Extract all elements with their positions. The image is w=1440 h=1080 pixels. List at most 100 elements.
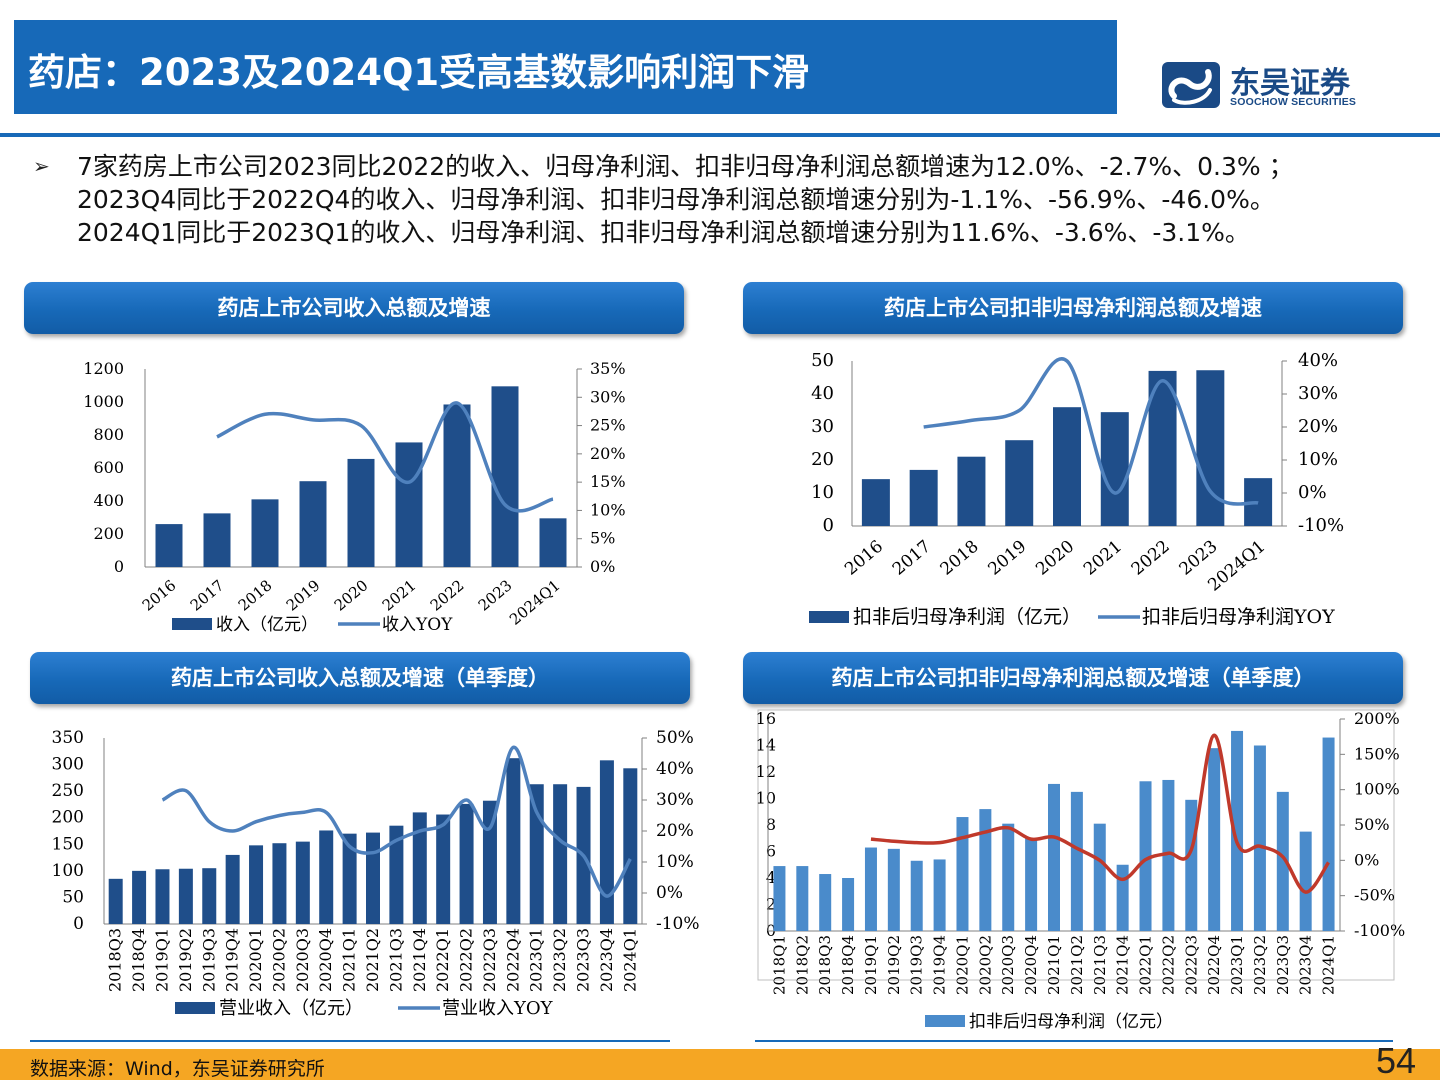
profit-quarterly-x-tick: 2019Q4 [931,935,949,995]
rev-annual-y-left-tick: 0 [114,557,124,576]
rev-quarterly-y-left-tick: 50 [62,887,84,907]
rev-annual-yoy-line [216,401,554,513]
rev-annual-y-right-tick: 15% [590,472,626,491]
rev-annual-y-right-tick: 5% [590,529,615,548]
profit-quarterly-bar [1048,783,1060,931]
profit-quarterly-bar [956,817,969,931]
rev-annual-x-tick: 2021 [379,576,420,614]
rev-annual-bar [203,513,231,567]
panel-title-annual-profit: 药店上市公司扣非归母净利润总额及增速 [743,282,1403,334]
profit-quarterly-x-tick: 2022Q1 [1137,935,1155,995]
profit-quarterly-y-right-tick: 0% [1354,850,1379,869]
profit-quarterly-x-tick: 2021Q4 [1114,935,1132,995]
profit-annual-x-tick: 2022 [1128,537,1174,580]
profit-quarterly-y-left-tick: 8 [766,815,776,834]
rev-quarterly-bar [506,758,521,924]
profit-quarterly-x-tick: 2022Q2 [1159,935,1177,995]
rev-quarterly-x-tick: 2021Q1 [340,928,359,992]
rev-quarterly-x-tick: 2021Q3 [386,928,405,992]
rev-annual-x-tick: 2019 [283,576,324,614]
profit-quarterly-x-tick: 2023Q1 [1228,935,1246,995]
profit-annual-x-tick: 2017 [889,537,935,580]
brand-english-name: SOOCHOW SECURITIES [1230,96,1357,108]
profit-quarterly-y-left-tick: 16 [756,709,776,728]
profit-quarterly-x-tick: 2019Q3 [908,935,926,995]
profit-quarterly-x-tick: 2020Q2 [976,935,994,995]
profit-quarterly-bar [1299,831,1312,931]
profit-quarterly-bar [979,809,992,931]
profit-annual-y-right-tick: 20% [1298,416,1338,437]
rev-quarterly-x-tick: 2022Q1 [433,928,452,992]
profit-quarterly-y-left-tick: 10 [756,789,776,808]
profit-quarterly-y-left-tick: 4 [766,868,776,887]
rev-annual-y-left-tick: 400 [93,491,124,510]
profit-quarterly-bar [796,866,809,931]
profit-quarterly-bar [1093,823,1106,931]
profit-quarterly-yoy-line [870,733,1331,894]
rev-quarterly-x-tick: 2021Q2 [363,928,382,992]
rev-quarterly-y-left-tick: 250 [52,781,84,801]
profit-annual-bar [1100,412,1129,526]
rev-quarterly-bar [295,841,310,924]
profit-quarterly-bar [1002,823,1015,931]
profit-annual-bar [957,456,986,526]
profit-annual-y-left-tick: 20 [811,449,834,470]
profit-quarterly-y-right-tick: -50% [1354,886,1395,905]
rev-annual-y-right-tick: 30% [590,387,626,406]
rev-annual-x-tick: 2016 [139,576,180,614]
profit-quarterly-x-tick: 2018Q4 [839,935,857,995]
profit-quarterly-bar [864,847,877,931]
rev-quarterly-x-tick: 2019Q2 [176,928,195,992]
rev-quarterly-legend-label: 营业收入（亿元） [219,998,363,1019]
source-note: 数据来源：Wind，东吴证券研究所 [30,1058,325,1080]
profit-quarterly-bar [842,878,855,931]
rev-quarterly-y-left-tick: 100 [52,861,84,881]
rev-quarterly-y-right-tick: 50% [656,728,694,748]
rev-quarterly-bar [202,868,217,924]
profit-quarterly-y-right-tick: 100% [1354,780,1400,799]
rev-annual-x-tick: 2023 [475,576,516,614]
rev-quarterly-x-tick: 2023Q2 [550,928,569,992]
profit-quarterly-bar [1116,864,1129,931]
profit-quarterly-bar [1025,838,1038,931]
profit-quarterly-y-left-tick: 2 [766,895,776,914]
profit-quarterly-y-left-tick: 14 [756,736,776,755]
page-title: 药店：2023及2024Q1受高基数影响利润下滑 [28,51,810,94]
profit-quarterly-bar [1070,791,1083,931]
profit-quarterly-y-left-tick: 12 [756,762,776,781]
rev-annual-x-tick: 2024Q1 [506,576,564,628]
rev-quarterly-x-tick: 2020Q2 [269,928,288,992]
rev-quarterly-bar [178,868,193,924]
rev-annual-x-tick: 2020 [331,576,372,614]
rev-annual-y-left-tick: 800 [93,425,124,444]
rev-quarterly-x-tick: 2024Q1 [620,928,639,992]
profit-quarterly-bar [1322,737,1335,931]
rev-quarterly-yoy-line [161,745,632,898]
rev-annual-y-right-tick: 25% [590,416,626,435]
rev-quarterly-x-tick: 2018Q4 [129,928,148,992]
profit-quarterly-x-tick: 2021Q1 [1045,935,1063,995]
profit-annual-bar [861,479,890,526]
profit-quarterly-y-right-tick: -100% [1354,921,1405,940]
rev-quarterly-legend-bar-swatch [175,1002,215,1014]
profit-annual-bar [1196,370,1225,526]
profit-quarterly-bar [1185,799,1198,931]
profit-quarterly-y-right-tick: 150% [1354,744,1400,763]
rev-quarterly-y-left-tick: 150 [52,834,84,854]
profit-annual-x-tick: 2021 [1080,537,1126,580]
rev-annual-bar [251,499,279,567]
rev-quarterly-bar [459,803,474,924]
profit-quarterly-x-tick: 2020Q3 [999,935,1017,995]
rev-annual-legend-bar-swatch [172,618,212,630]
rev-quarterly-y-right-tick: 10% [656,852,694,872]
rev-quarterly-bar [225,854,240,924]
profit-quarterly-bar [773,866,786,931]
rev-quarterly-y-right-tick: 20% [656,821,694,841]
rev-quarterly-x-tick: 2023Q1 [527,928,546,992]
rev-quarterly-bar [623,768,638,924]
profit-annual-x-tick: 2019 [984,537,1030,580]
profit-quarterly-x-tick: 2023Q2 [1251,935,1269,995]
profit-quarterly-x-tick: 2024Q1 [1320,935,1338,995]
rev-quarterly-y-left-tick: 200 [52,808,84,828]
footer-bar [0,1049,1440,1080]
